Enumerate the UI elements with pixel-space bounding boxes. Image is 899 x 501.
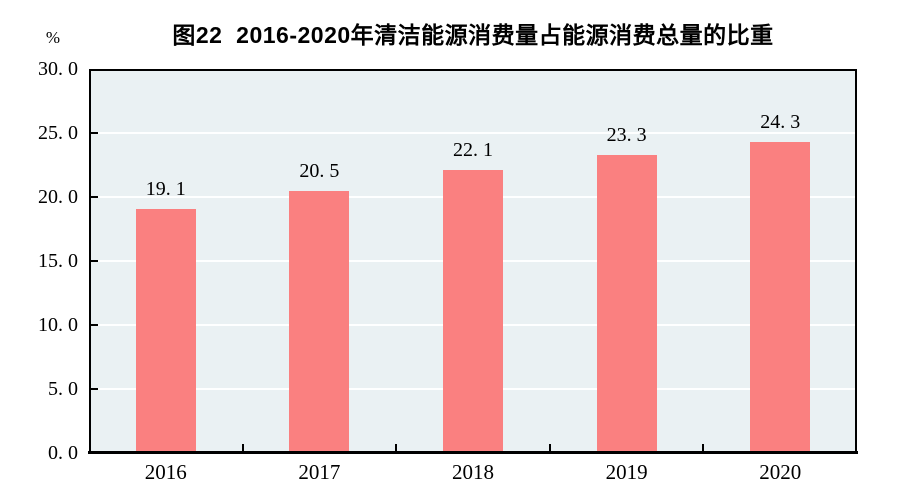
bar-value-label: 20. 5 xyxy=(299,159,340,182)
bar xyxy=(289,190,350,453)
bar xyxy=(750,141,811,453)
x-axis-tick xyxy=(548,444,551,453)
chart-title: 图22 2016-2020年清洁能源消费量占能源消费总量的比重 xyxy=(172,22,774,48)
bar-value-label: 19. 1 xyxy=(145,177,186,200)
x-axis-tick xyxy=(702,444,705,453)
y-tick-label: 30. 0 xyxy=(38,58,78,80)
y-axis-tick xyxy=(89,260,98,262)
plot-border-top xyxy=(89,69,857,71)
bar-value-label: 24. 3 xyxy=(760,110,801,133)
plot-border-right xyxy=(855,69,857,453)
bar xyxy=(135,208,196,453)
bar xyxy=(443,170,503,453)
y-tick-label: 5. 0 xyxy=(48,378,78,400)
plot-area: 19. 1 20. 5 22. 1 23. 3 24. 3 xyxy=(89,69,857,453)
x-tick-label: 2017 xyxy=(298,460,341,484)
y-tick-label: 25. 0 xyxy=(38,122,78,144)
x-tick-label: 2020 xyxy=(759,460,802,484)
x-axis-tick xyxy=(395,444,398,453)
x-tick-label: 2016 xyxy=(144,460,187,484)
x-tick-label: 2019 xyxy=(605,460,648,484)
y-tick-label: 0. 0 xyxy=(48,442,78,464)
y-axis-line xyxy=(89,69,91,453)
y-axis-tick xyxy=(89,196,98,198)
bar-value-label: 22. 1 xyxy=(453,139,493,162)
y-tick-label: 20. 0 xyxy=(38,186,78,208)
gridline xyxy=(89,132,857,134)
y-tick-label: 10. 0 xyxy=(38,314,78,336)
y-axis-unit-label: % xyxy=(45,28,61,47)
x-axis-line xyxy=(88,451,858,454)
bar xyxy=(596,154,657,453)
y-axis-tick xyxy=(89,132,98,134)
y-axis-tick xyxy=(89,324,98,326)
y-axis-tick xyxy=(89,388,98,390)
bar-value-label: 23. 3 xyxy=(606,123,647,146)
x-tick-label: 2018 xyxy=(452,460,494,484)
x-axis-tick xyxy=(241,444,244,453)
y-tick-label: 15. 0 xyxy=(38,250,78,272)
